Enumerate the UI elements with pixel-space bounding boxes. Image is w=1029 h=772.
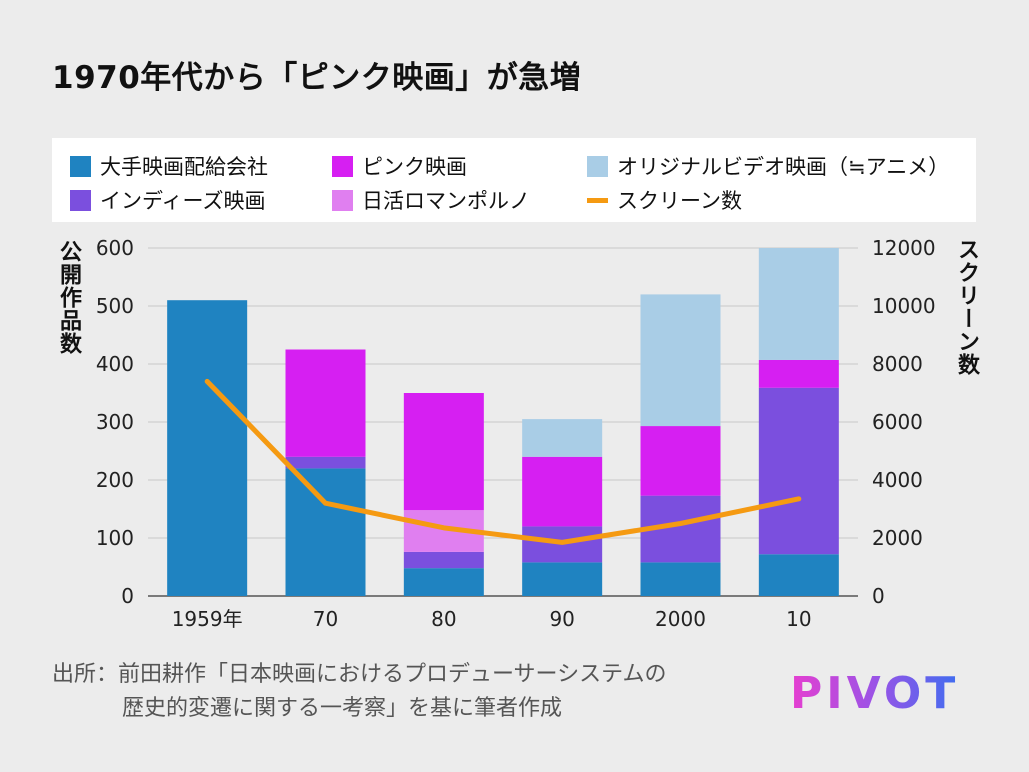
source-note: 出所：前田耕作「日本映画におけるプロデューサーシステムの 歴史的変遷に関する一考… <box>52 658 666 726</box>
chart-title: 1970年代から「ピンク映画」が急増 <box>52 60 582 96</box>
legend-item-indies: インディーズ映画 <box>70 185 265 215</box>
y-left-axis-label: 公開作品数 <box>56 240 81 355</box>
legend-label: ピンク映画 <box>362 155 467 179</box>
legend: 大手映画配給会社 ピンク映画 オリジナルビデオ映画（≒アニメ） インディーズ映画… <box>52 138 976 222</box>
bar-segment <box>640 294 721 427</box>
y-left-tick-label: 600 <box>96 236 134 260</box>
legend-item-nikkatsu: 日活ロマンポルノ <box>332 185 530 215</box>
pivot-logo: PIVOT <box>790 668 960 719</box>
bar-segment <box>758 554 839 596</box>
x-tick-label: 1959年 <box>172 607 243 631</box>
bar-segment <box>285 349 366 457</box>
y-right-tick-label: 4000 <box>872 468 923 492</box>
bar-segment <box>522 562 603 596</box>
source-line-2: 歴史的変遷に関する一考察」を基に筆者作成 <box>122 696 563 721</box>
bar-segment <box>285 468 366 596</box>
y-left-tick-label: 100 <box>96 526 134 550</box>
legend-swatch <box>332 155 353 177</box>
chart-plot: 0100200300400500600020004000600080001000… <box>96 236 936 631</box>
y-left-tick-label: 0 <box>121 584 134 608</box>
legend-swatch <box>587 155 608 177</box>
legend-item-major-studios: 大手映画配給会社 <box>70 151 268 181</box>
x-tick-label: 90 <box>549 607 574 631</box>
bar-segment <box>758 248 839 360</box>
legend-label: インディーズ映画 <box>100 189 266 213</box>
bar-segment <box>758 387 839 555</box>
x-tick-label: 10 <box>786 607 811 631</box>
x-tick-label: 2000 <box>655 607 706 631</box>
legend-label: スクリーン数 <box>617 189 742 213</box>
bar-segment <box>522 456 603 527</box>
legend-label: 日活ロマンポルノ <box>362 189 530 213</box>
bar-segment <box>640 426 721 496</box>
bar-segment <box>758 359 839 388</box>
y-right-tick-label: 6000 <box>872 410 923 434</box>
bar-segment <box>403 568 484 596</box>
y-right-axis-label: スクリーン数 <box>954 238 979 376</box>
bar-segment <box>167 300 248 596</box>
bar-segment <box>403 551 484 569</box>
legend-item-screens: スクリーン数 <box>587 185 742 215</box>
legend-label: 大手映画配給会社 <box>100 155 268 179</box>
bar-segment <box>522 419 603 457</box>
y-right-tick-label: 2000 <box>872 526 923 550</box>
legend-label: オリジナルビデオ映画（≒アニメ） <box>617 155 950 179</box>
y-left-tick-label: 500 <box>96 294 134 318</box>
y-left-tick-label: 300 <box>96 410 134 434</box>
bar-segment <box>403 393 484 511</box>
legend-swatch <box>70 155 91 177</box>
bar-segment <box>285 456 366 469</box>
y-right-tick-label: 12000 <box>872 236 936 260</box>
x-tick-label: 80 <box>431 607 456 631</box>
y-left-tick-label: 400 <box>96 352 134 376</box>
legend-swatch <box>70 189 91 211</box>
legend-swatch <box>332 189 353 211</box>
y-left-tick-label: 200 <box>96 468 134 492</box>
legend-item-original-video: オリジナルビデオ映画（≒アニメ） <box>587 151 949 181</box>
legend-swatch <box>587 197 608 203</box>
x-tick-label: 70 <box>313 607 338 631</box>
legend-item-pink-film: ピンク映画 <box>332 151 467 181</box>
screens-line <box>204 378 802 545</box>
y-right-tick-label: 10000 <box>872 294 936 318</box>
bar-segment <box>640 562 721 596</box>
source-line-1: 出所：前田耕作「日本映画におけるプロデューサーシステムの <box>52 662 667 687</box>
y-right-tick-label: 8000 <box>872 352 923 376</box>
y-right-tick-label: 0 <box>872 584 885 608</box>
